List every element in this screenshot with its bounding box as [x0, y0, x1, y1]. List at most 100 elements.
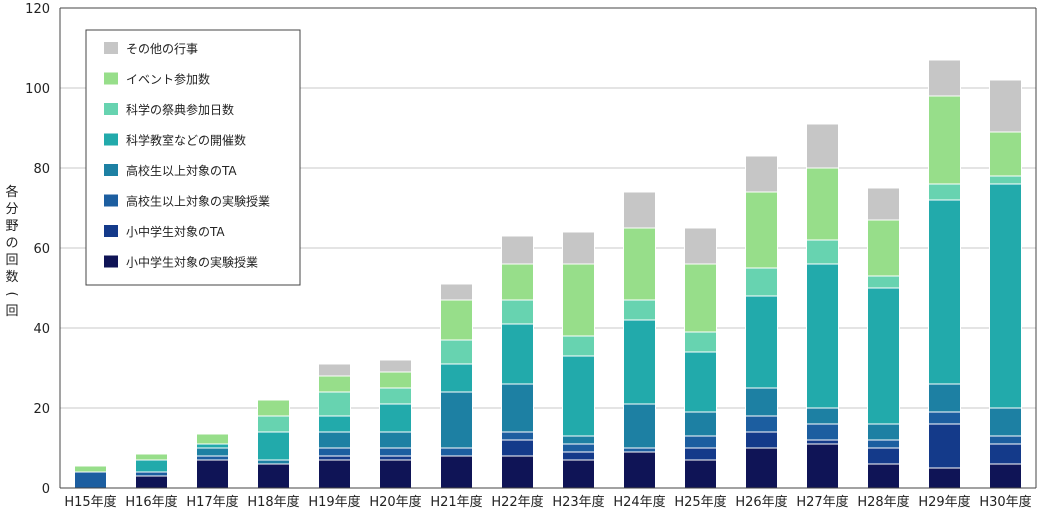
x-tick-label: H24年度 — [613, 494, 665, 510]
x-tick-label: H17年度 — [186, 494, 238, 510]
bar-segment — [684, 331, 717, 353]
bar-segment — [989, 443, 1022, 465]
legend-label: 小中学生対象のTA — [126, 224, 225, 239]
bar-segment — [623, 299, 656, 321]
bar-segment — [440, 363, 473, 393]
bar-segment — [196, 459, 229, 489]
bar-segment — [806, 439, 839, 445]
bar-segment — [989, 463, 1022, 489]
bar-segment — [684, 447, 717, 461]
bar-segment — [867, 439, 900, 449]
bar-segment — [623, 319, 656, 405]
bar-segment — [745, 387, 778, 417]
bar-segment — [928, 95, 961, 185]
bar-segment — [928, 423, 961, 469]
y-tick-label: 120 — [25, 2, 50, 17]
bar-segment — [684, 411, 717, 437]
bar-segment — [562, 459, 595, 489]
bar-segment — [928, 383, 961, 413]
legend-label: 科学教室などの開催数 — [126, 133, 246, 148]
bar-segment — [501, 439, 534, 457]
x-tick-label: H15年度 — [64, 494, 116, 510]
bar-segment — [196, 433, 229, 445]
bar-segment — [806, 123, 839, 169]
legend-swatch — [104, 164, 118, 176]
legend-label: 科学の祭典参加日数 — [126, 102, 234, 117]
bar-segment — [257, 415, 290, 433]
y-axis-label-char: 回 — [5, 304, 18, 319]
bar-segment — [867, 447, 900, 465]
bar-segment — [989, 183, 1022, 409]
bar-segment — [440, 339, 473, 365]
bar-segment — [684, 459, 717, 489]
bar-segment — [440, 391, 473, 449]
y-tick-label: 20 — [33, 402, 50, 417]
bar-segment — [928, 467, 961, 489]
y-axis-label-char: の — [5, 236, 18, 251]
bar-segment — [684, 263, 717, 333]
legend-label: 小中学生対象の実験授業 — [126, 255, 258, 270]
axes — [59, 7, 1037, 489]
bar-segment — [562, 435, 595, 445]
y-axis-label-char: 回 — [5, 253, 18, 268]
legend-box — [85, 29, 301, 286]
bar-segment — [867, 463, 900, 489]
bar-segment — [806, 167, 839, 241]
legend-swatch — [104, 194, 118, 207]
bar-segment — [379, 371, 412, 389]
legend-label: イベント参加数 — [126, 72, 210, 87]
bar-segment — [928, 183, 961, 201]
bar-segment — [867, 187, 900, 221]
bar-segment — [684, 435, 717, 449]
bar-segment — [928, 411, 961, 425]
bar-segment — [318, 415, 351, 433]
y-tick-label: 40 — [33, 322, 50, 337]
bar-segment — [318, 431, 351, 449]
bar-segment — [501, 383, 534, 433]
bar-segment — [623, 227, 656, 301]
bar-segment — [928, 199, 961, 385]
bar-segment — [135, 459, 168, 473]
x-tick-label: H18年度 — [247, 494, 299, 510]
legend-swatch — [104, 42, 118, 54]
bar-segment — [684, 351, 717, 413]
x-tick-label: H27年度 — [796, 494, 848, 510]
bar-segment — [196, 447, 229, 457]
legend: その他の行事イベント参加数科学の祭典参加日数科学教室などの開催数高校生以上対象の… — [85, 29, 301, 286]
legend-swatch — [104, 103, 118, 115]
bar-segment — [684, 227, 717, 265]
bar-segment — [501, 323, 534, 385]
bar-segment — [501, 431, 534, 441]
bar-segment — [379, 387, 412, 405]
x-tick-label: H21年度 — [430, 494, 482, 510]
bar-segment — [196, 443, 229, 449]
bar-segment — [318, 363, 351, 377]
bar-segment — [928, 59, 961, 97]
bar-segment — [989, 79, 1022, 133]
bar-segment — [135, 471, 168, 477]
bar-segment — [74, 465, 107, 473]
bar-segment — [135, 453, 168, 461]
bar-segment — [318, 455, 351, 461]
legend-swatch — [104, 72, 118, 85]
bar-segment — [623, 451, 656, 489]
bar-segment — [318, 447, 351, 457]
bar-segment — [806, 263, 839, 409]
bar-segment — [501, 299, 534, 325]
bar-segment — [501, 455, 534, 489]
bar-segment — [867, 219, 900, 277]
x-tick-label: H26年度 — [735, 494, 787, 510]
bar-segment — [440, 455, 473, 489]
bar-segment — [379, 455, 412, 461]
bar-segment — [989, 435, 1022, 445]
bar-segment — [745, 295, 778, 389]
bar-segment — [379, 359, 412, 373]
x-tick-label: H19年度 — [308, 494, 360, 510]
bar-segment — [806, 423, 839, 441]
bar-segment — [867, 423, 900, 441]
bar-segment — [257, 431, 290, 461]
bar-segment — [135, 475, 168, 489]
bar-segment — [379, 403, 412, 433]
bar-segment — [745, 415, 778, 433]
bar-segment — [379, 447, 412, 457]
